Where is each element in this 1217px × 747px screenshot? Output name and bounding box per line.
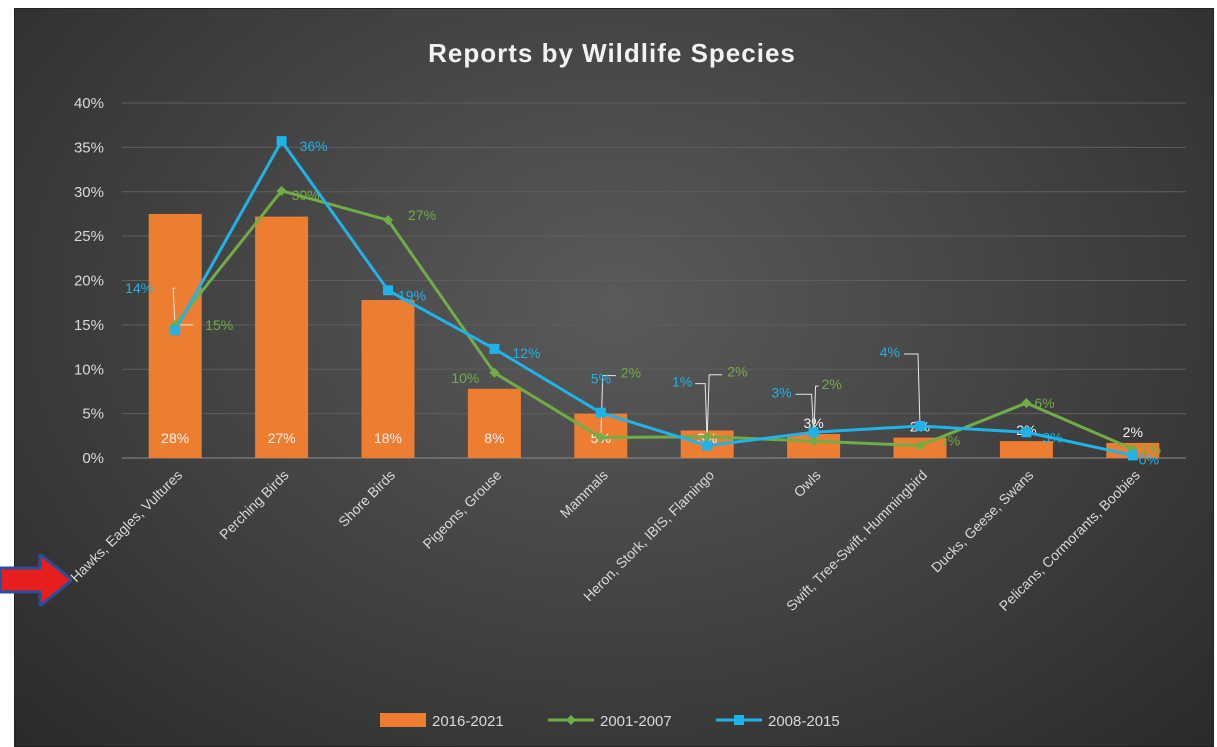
point-data-label: 4% — [880, 344, 900, 360]
legend-label: 2008-2015 — [768, 713, 840, 730]
data-point-square — [276, 136, 287, 147]
bar — [361, 300, 415, 458]
legend-label: 2016-2021 — [432, 713, 504, 730]
data-point-diamond — [1021, 397, 1032, 408]
bar — [999, 441, 1053, 458]
bar — [467, 388, 521, 458]
bar — [255, 216, 309, 458]
x-category-label: Mammals — [557, 467, 611, 521]
y-tick-label: 0% — [82, 450, 104, 467]
bar-data-label: 28% — [161, 430, 189, 446]
y-tick-label: 30% — [74, 184, 104, 201]
data-point-square — [702, 440, 713, 451]
y-tick-label: 25% — [74, 228, 104, 245]
point-data-label: 36% — [300, 138, 328, 154]
data-point-diamond — [915, 440, 925, 451]
point-data-label: 5% — [591, 371, 611, 387]
chart-title: Reports by Wildlife Species — [428, 38, 796, 68]
label-leader-line — [813, 385, 819, 442]
point-data-label: 3% — [771, 384, 791, 400]
point-data-label: 10% — [451, 370, 479, 386]
point-data-label: 19% — [398, 287, 426, 303]
bar-data-label: 8% — [484, 430, 504, 446]
data-point-square — [489, 343, 500, 354]
point-data-label: 2% — [621, 365, 641, 381]
x-category-label: Hawks, Eagles, Vultures — [67, 467, 185, 585]
data-point-square — [170, 325, 181, 336]
point-data-label: 30% — [292, 187, 320, 203]
y-tick-label: 10% — [74, 361, 104, 378]
legend-label: 2001-2007 — [600, 713, 672, 730]
y-tick-label: 20% — [74, 273, 104, 290]
point-data-label: 2% — [727, 364, 747, 380]
bar-data-label: 27% — [268, 430, 296, 446]
point-data-label: 1% — [940, 433, 960, 449]
bar — [148, 213, 202, 458]
point-data-label: 2% — [822, 376, 842, 392]
legend-marker-square — [734, 715, 744, 725]
point-data-label: 1% — [672, 374, 692, 390]
point-data-label: 0% — [1139, 451, 1159, 467]
y-tick-label: 40% — [74, 95, 104, 112]
red-arrow-icon — [0, 554, 72, 606]
y-tick-label: 5% — [82, 406, 104, 423]
label-leader-line — [795, 393, 815, 433]
data-point-diamond — [489, 367, 500, 378]
point-data-label: 15% — [205, 317, 233, 333]
label-leader-line — [695, 383, 708, 446]
x-category-label: Owls — [790, 467, 823, 500]
series-line — [174, 189, 1134, 451]
data-point-diamond — [595, 432, 606, 443]
data-point-square — [595, 407, 606, 418]
data-point-square — [1021, 427, 1032, 438]
y-tick-label: 15% — [74, 317, 104, 334]
data-point-diamond — [383, 215, 393, 226]
data-point-diamond — [808, 436, 819, 447]
legend-swatch-bar — [380, 713, 426, 727]
label-leader-line — [904, 353, 921, 427]
point-data-label: 12% — [512, 345, 540, 361]
x-category-label: Shore Birds — [335, 467, 398, 530]
legend-marker-diamond — [566, 715, 576, 725]
x-category-label: Perching Birds — [216, 467, 292, 543]
data-point-square — [1127, 450, 1138, 461]
bar-data-label: 2% — [1123, 424, 1143, 440]
label-leader-line — [172, 287, 176, 331]
series-line — [173, 139, 1134, 457]
data-point-square — [808, 427, 819, 438]
data-point-diamond — [276, 185, 287, 196]
y-tick-label: 35% — [74, 139, 104, 156]
point-data-label: 3% — [1042, 429, 1062, 445]
point-data-label: 6% — [1034, 395, 1054, 411]
label-leader-line — [706, 374, 723, 437]
chart-area — [14, 8, 1214, 747]
x-category-label: Pigeons, Grouse — [419, 467, 504, 552]
x-category-label: Ducks, Geese, Swans — [928, 467, 1037, 576]
data-point-square — [915, 421, 925, 432]
point-data-label: 1% — [1141, 441, 1161, 457]
data-point-square — [383, 285, 393, 296]
bar-data-label: 18% — [374, 430, 402, 446]
point-data-label: 14% — [125, 280, 153, 296]
data-point-diamond — [702, 431, 713, 442]
point-data-label: 27% — [408, 207, 436, 223]
